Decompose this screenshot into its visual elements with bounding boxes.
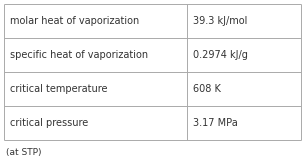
- Text: 3.17 MPa: 3.17 MPa: [193, 118, 237, 128]
- Text: 39.3 kJ/mol: 39.3 kJ/mol: [193, 16, 247, 26]
- Text: molar heat of vaporization: molar heat of vaporization: [10, 16, 139, 26]
- Text: critical temperature: critical temperature: [10, 84, 107, 94]
- Text: critical pressure: critical pressure: [10, 118, 88, 128]
- Text: specific heat of vaporization: specific heat of vaporization: [10, 50, 148, 60]
- Text: (at STP): (at STP): [6, 147, 41, 156]
- Text: 608 K: 608 K: [193, 84, 221, 94]
- Text: 0.2974 kJ/g: 0.2974 kJ/g: [193, 50, 248, 60]
